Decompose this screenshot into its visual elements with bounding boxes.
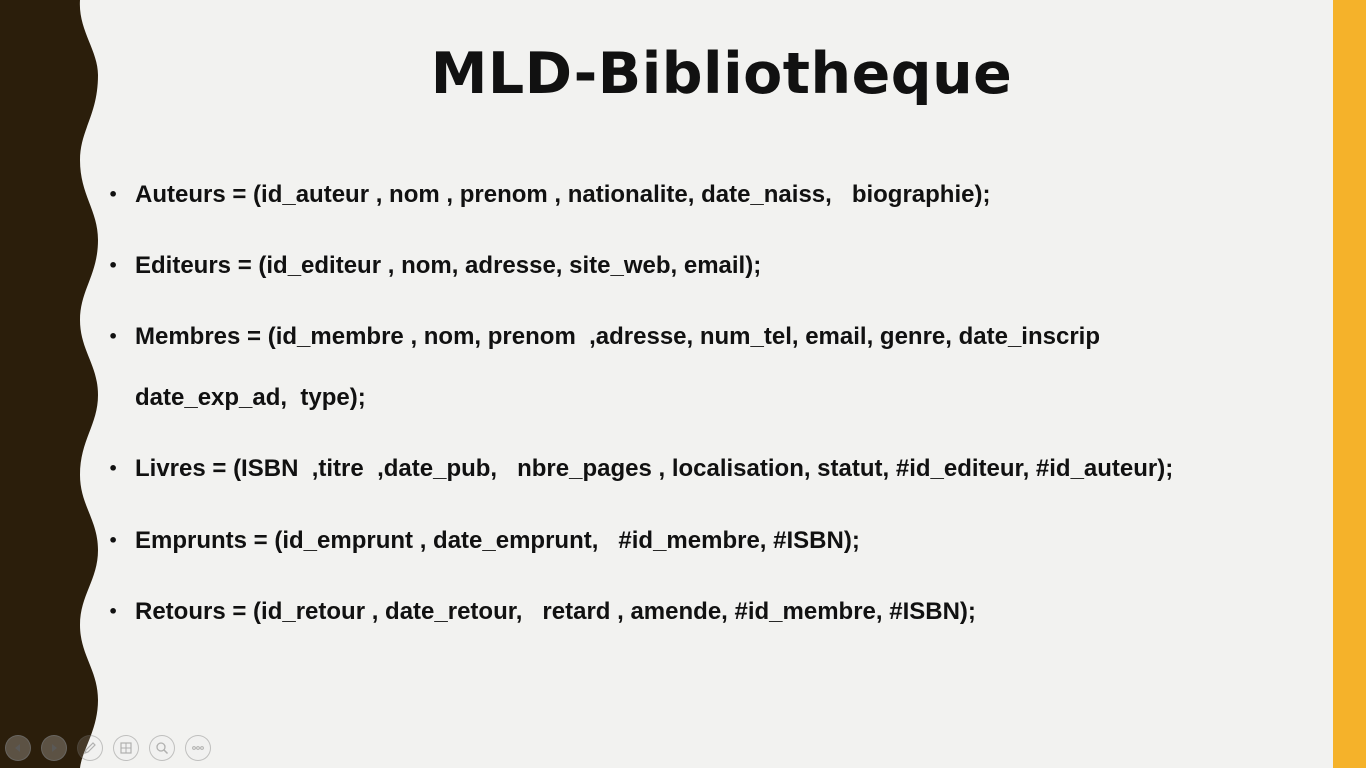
slideshow-controls <box>5 735 211 763</box>
bullet-membres: • Membres = (id_membre , nom, prenom ,ad… <box>108 325 1100 465</box>
right-accent-band <box>1333 0 1366 768</box>
slides-grid-icon <box>120 742 132 754</box>
more-options-icon <box>192 746 204 750</box>
left-wavy-band <box>0 0 98 768</box>
pen-tool-button[interactable] <box>77 735 103 761</box>
zoom-icon <box>156 742 169 755</box>
bullet-retours: • Retours = (id_retour , date_retour, re… <box>108 600 976 712</box>
see-all-slides-button[interactable] <box>113 735 139 761</box>
zoom-button[interactable] <box>149 735 175 761</box>
bullet-text: Livres = (ISBN ,titre ,date_pub, nbre_pa… <box>135 455 1174 482</box>
more-options-button[interactable] <box>185 735 211 761</box>
slide-title: MLD-Bibliotheque <box>430 41 1013 107</box>
bullet-auteurs: • Auteurs = (id_auteur , nom , prenom , … <box>108 183 990 295</box>
bullet-dot: • <box>108 185 119 204</box>
bullet-text: Membres = (id_membre , nom, prenom ,adre… <box>135 323 1100 350</box>
bullet-emprunts: • Emprunts = (id_emprunt , date_emprunt,… <box>108 529 860 641</box>
bullet-dot: • <box>108 327 119 346</box>
next-slide-button[interactable] <box>41 735 67 761</box>
bullet-text: Auteurs = (id_auteur , nom , prenom , na… <box>135 181 991 208</box>
bullet-editeurs: • Editeurs = (id_editeur , nom, adresse,… <box>108 254 761 366</box>
previous-slide-button[interactable] <box>5 735 31 761</box>
bullet-text: Retours = (id_retour , date_retour, reta… <box>135 598 976 625</box>
bullet-livres: • Livres = (ISBN ,titre ,date_pub, nbre_… <box>108 457 1173 569</box>
bullet-dot: • <box>108 459 119 478</box>
previous-slide-icon <box>15 744 20 752</box>
bullet-text-continuation: date_exp_ad, type); <box>135 384 366 411</box>
bullet-dot: • <box>108 256 119 275</box>
bullet-dot: • <box>108 602 119 621</box>
pen-icon <box>84 742 96 754</box>
next-slide-icon <box>52 744 57 752</box>
bullet-text: Emprunts = (id_emprunt , date_emprunt, #… <box>135 527 860 554</box>
bullet-dot: • <box>108 531 119 550</box>
bullet-text: Editeurs = (id_editeur , nom, adresse, s… <box>135 252 762 279</box>
